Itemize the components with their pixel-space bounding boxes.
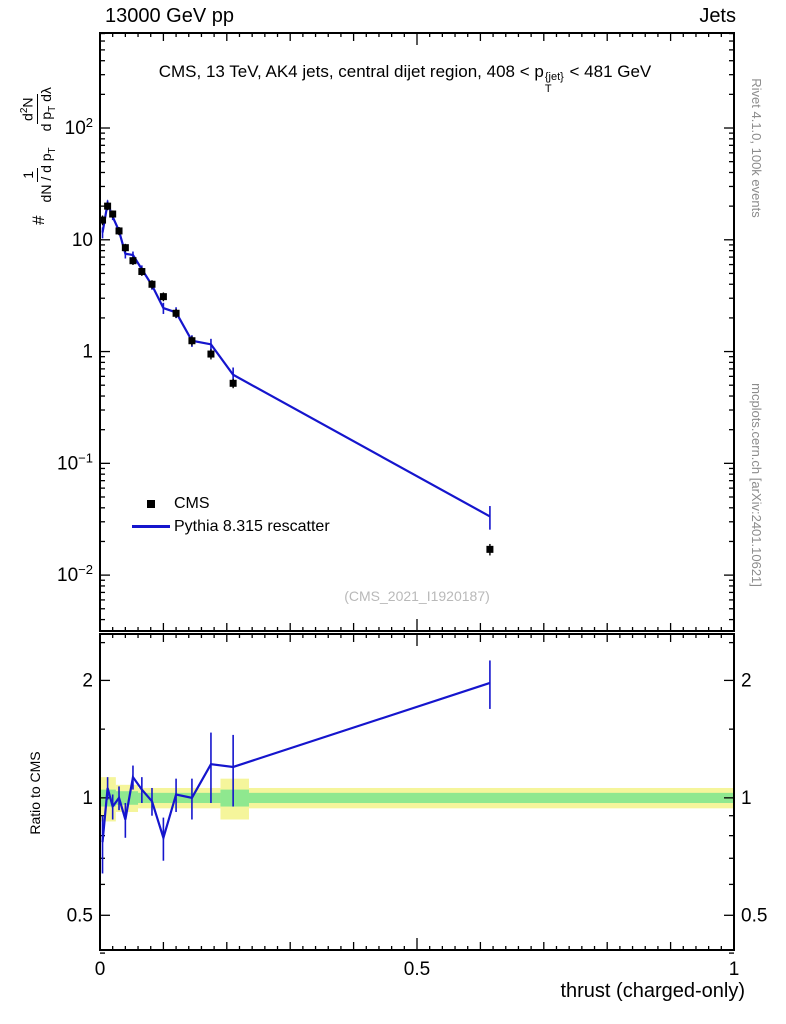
- x-tick-label: 0: [95, 959, 106, 980]
- legend-pythia-label: Pythia 8.315 rescatter: [174, 517, 330, 535]
- cms-data-point: [99, 216, 107, 224]
- mcplots-arxiv-note: mcplots.cern.ch [arXiv:2401.10621]: [749, 383, 764, 587]
- ratio-y-axis-label: Ratio to CMS: [27, 751, 43, 835]
- analysis-watermark: (CMS_2021_I1920187): [344, 588, 490, 604]
- ylabel-prefix: #: [29, 215, 48, 225]
- ylabel-frac2-den-sub: T: [46, 105, 58, 112]
- cms-data-point: [115, 227, 123, 235]
- cms-data-point: [129, 257, 137, 265]
- cms-data-point: [138, 268, 146, 276]
- ylabel-frac1-den-text: dN / d p: [37, 153, 54, 203]
- plot-title-post: < 481 GeV: [564, 62, 652, 81]
- cms-data-point: [159, 293, 167, 301]
- legend-cms-label: CMS: [174, 494, 210, 512]
- plot-title-pre: CMS, 13 TeV, AK4 jets, central dijet reg…: [158, 62, 544, 81]
- main-y-tick-label: 1: [82, 342, 93, 363]
- cms-data-point: [109, 210, 117, 218]
- ylabel-frac2-num-N: N: [20, 97, 37, 108]
- cms-data-point: [148, 280, 156, 288]
- header-beam-energy: 13000 GeV pp: [105, 5, 234, 27]
- cms-data-point: [121, 244, 129, 252]
- plot-title-sub: T: [544, 82, 552, 95]
- pt-jet-supsub: {jet} T: [544, 71, 564, 95]
- ylabel-frac1-numerator: 1: [19, 168, 38, 182]
- ylabel-fraction-2: d2N d pT dλ: [19, 84, 58, 134]
- pythia-line-swatch-icon: [132, 525, 170, 528]
- x-tick-label: 0.5: [404, 959, 430, 980]
- cms-data-point: [229, 379, 237, 387]
- header-analysis-group: Jets: [699, 5, 736, 27]
- x-tick-label: 1: [729, 959, 740, 980]
- plot-title-sup: {jet}: [544, 71, 564, 83]
- main-y-tick-label: 10: [72, 230, 93, 251]
- ylabel-frac2-den-post: dλ: [37, 87, 54, 106]
- ratio-y-tick-label: 2: [82, 670, 93, 691]
- ratio-y-tick-label-right: 0.5: [741, 905, 767, 926]
- cms-data-point: [188, 337, 196, 345]
- ylabel-frac2-denominator: d pT dλ: [38, 84, 59, 134]
- ylabel-frac1-den-sub: T: [46, 147, 58, 154]
- cms-data-point: [104, 202, 112, 210]
- cms-data-point: [207, 350, 215, 358]
- cms-square-marker-icon: [147, 499, 155, 508]
- cms-data-point: [486, 545, 494, 553]
- axis-ticks: [99, 32, 735, 954]
- ylabel-fraction-1: 1 dN / d pT: [19, 144, 59, 205]
- ylabel-frac2-num-sup: 2: [19, 107, 31, 114]
- cms-data-point: [172, 309, 180, 317]
- legend-pythia-sample: [128, 525, 174, 528]
- uncertainty-band: [100, 777, 735, 822]
- ratio-y-tick-label-right: 2: [741, 670, 752, 691]
- axis-tick-labels: 102 10 1 10−1 10−2 0.5 0.5 1 1 2 2 0 0.5 1: [57, 115, 767, 980]
- ratio-series: [101, 660, 491, 874]
- main-y-tick-label: 10−1: [57, 450, 93, 474]
- ylabel-frac2-den-text: d p: [37, 111, 54, 132]
- legend-item-pythia: Pythia 8.315 rescatter: [128, 515, 330, 538]
- main-y-axis-label: # 1 dN / d pT d2N d pT dλ: [15, 27, 63, 277]
- legend-cms-sample: [128, 499, 174, 508]
- legend: CMS Pythia 8.315 rescatter: [128, 492, 330, 538]
- legend-item-cms: CMS: [128, 492, 330, 515]
- ratio-y-tick-label: 0.5: [67, 905, 93, 926]
- ratio-y-tick-label-right: 1: [741, 788, 752, 809]
- main-frame: [99, 32, 735, 632]
- ylabel-frac1-denominator: dN / d pT: [38, 144, 59, 205]
- pythia-series: [101, 199, 491, 530]
- ylabel-frac2-numerator: d2N: [19, 94, 38, 124]
- cms-series: [99, 202, 494, 556]
- ylabel-frac2-num-d: d: [20, 113, 37, 121]
- x-axis-label: thrust (charged-only): [560, 980, 745, 1002]
- plot-title: CMS, 13 TeV, AK4 jets, central dijet reg…: [55, 62, 755, 95]
- ratio-y-tick-label: 1: [82, 788, 93, 809]
- main-y-tick-label: 102: [65, 115, 93, 139]
- main-y-tick-label: 10−2: [57, 562, 93, 586]
- rivet-version-note: Rivet 4.1.0, 100k events: [749, 78, 764, 218]
